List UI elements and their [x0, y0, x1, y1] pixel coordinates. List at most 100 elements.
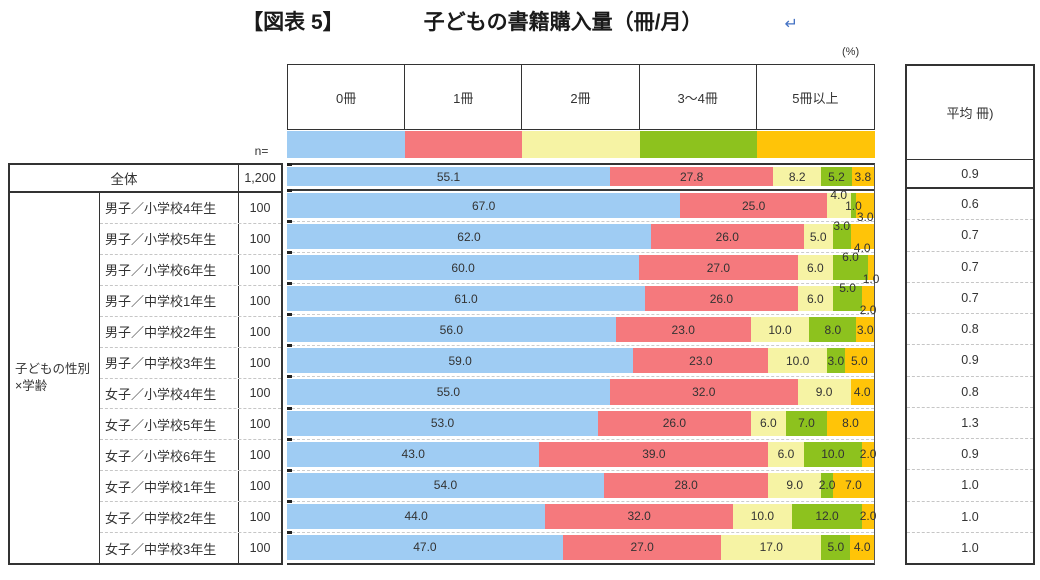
bar-value-label: 8.2 [788, 169, 806, 184]
average-value-row: 0.6 [907, 189, 1033, 221]
category-row: 女子／小学校6年生 100 [100, 440, 281, 472]
bar-segment-0冊: 43.0 [287, 441, 540, 467]
bar-segment-5冊以上: 3.8 [851, 167, 874, 186]
category-row-label: 女子／小学校4年生 [105, 386, 217, 402]
bar-value-label: 55.1 [436, 169, 461, 184]
bar-segment-0冊: 44.0 [287, 503, 546, 529]
bar-segment-0冊: 55.0 [287, 379, 610, 405]
bar-value-label: 2.0 [818, 478, 836, 493]
bar-segment-1冊: 23.0 [615, 317, 751, 343]
bar-segment-1冊: 27.8 [610, 167, 774, 186]
bar-segment-5冊以上: 2.0 [860, 286, 876, 317]
category-row-label: 男子／小学校5年生 [105, 232, 217, 248]
bar-segment-1冊: 23.0 [633, 348, 769, 374]
overall-row: 全体 1,200 [10, 165, 281, 193]
bar-row: 56.0 23.0 10.0 8.0 3.0 [287, 313, 874, 347]
bar-value-label: 10.0 [750, 509, 775, 524]
bar-segment-0冊: 55.1 [287, 167, 611, 186]
bar-value-label: 28.0 [674, 478, 698, 493]
bar-segment-3～4冊: 7.0 [785, 410, 828, 436]
bar-segment-2冊: 8.2 [773, 167, 822, 186]
category-row: 女子／中学校1年生 100 [100, 471, 281, 503]
category-row: 男子／小学校6年生 100 [100, 254, 281, 286]
category-row-n: 100 [238, 193, 281, 223]
bar-segment-5冊以上: 7.0 [832, 472, 874, 498]
bar-segment-2冊: 10.0 [750, 317, 810, 343]
bar-value-label: 23.0 [671, 322, 695, 337]
legend-swatch-2 [522, 131, 640, 158]
bar-value-label: 6.0 [806, 291, 824, 306]
bar-segment-3～4冊: 3.0 [832, 219, 851, 250]
category-row-n: 100 [238, 502, 281, 533]
average-value-row: 0.9 [907, 345, 1033, 377]
bar-segment-3～4冊: 5.2 [821, 167, 852, 186]
bar-segment-2冊: 6.0 [797, 286, 833, 312]
bar-value-label: 27.0 [630, 540, 654, 555]
bar-value-label: 8.0 [842, 416, 859, 431]
bar-value-label: 6.0 [777, 447, 795, 462]
bar-value-label: 26.0 [709, 291, 734, 306]
bar-value-label: 47.0 [413, 540, 437, 555]
category-row: 男子／小学校4年生 100 [100, 193, 281, 224]
bar-value-label: 3.8 [854, 169, 872, 184]
average-value-row: 1.0 [907, 502, 1033, 533]
bar-segment-1冊: 39.0 [539, 441, 769, 467]
legend-label-0: 0冊 [288, 65, 406, 129]
bar-segment-1冊: 26.0 [598, 410, 751, 436]
average-value-row: 1.0 [961, 540, 979, 555]
bar-value-label: 10.0 [785, 353, 810, 368]
average-value-row: 0.7 [907, 220, 1033, 252]
bar-row: 54.0 28.0 9.0 2.0 7.0 [287, 468, 874, 502]
stacked-bar: 56.0 23.0 10.0 8.0 3.0 [287, 317, 874, 343]
bar-row: 55.0 32.0 9.0 4.0 [287, 375, 874, 409]
bar-value-label: 5.2 [828, 169, 845, 184]
stacked-bar: 54.0 28.0 9.0 2.0 7.0 [287, 472, 874, 498]
bar-segment-2冊: 5.0 [803, 224, 833, 250]
bar-segment-2冊: 6.0 [750, 410, 786, 436]
bar-value-label: 10.0 [821, 447, 845, 462]
bar-segment-1冊: 27.0 [639, 255, 798, 281]
bar-value-label: 5.0 [839, 280, 856, 295]
bar-segment-0冊: 59.0 [287, 348, 634, 374]
bar-value-label: 43.0 [401, 447, 425, 462]
bar-segment-3～4冊: 3.0 [827, 348, 845, 374]
bar-segment-5冊以上: 3.0 [856, 317, 874, 343]
group-label-line1: 子どもの性別 [15, 362, 91, 376]
average-value-row: 0.9 [907, 439, 1033, 471]
stacked-bar: 55.0 32.0 9.0 4.0 [287, 379, 874, 405]
legend-label-2: 2冊 [522, 65, 640, 129]
average-rows: 0.9 0.6 0.7 0.7 0.7 0.8 0.9 0.8 1.3 0.9 1.0 1.0 1.0 [907, 160, 1033, 563]
overall-n-value: 1,200 [238, 165, 281, 191]
bar-value-label: 26.0 [715, 229, 739, 244]
bar-value-label: 1.0 [862, 271, 880, 286]
legend-swatch-0 [287, 131, 405, 158]
bar-segment-2冊: 6.0 [768, 441, 804, 467]
bar-value-label: 59.0 [448, 353, 472, 368]
bar-segment-0冊: 67.0 [287, 193, 681, 219]
bar-value-label: 3.0 [827, 353, 845, 368]
legend-swatch-3 [639, 131, 758, 158]
bar-value-label: 7.0 [845, 478, 862, 493]
legend-color-band [287, 131, 875, 158]
average-value-row: 0.9 [907, 160, 1033, 189]
group-block: 子どもの性別 ×学齢 男子／小学校4年生 100 男子／小学校5年生 100 男子／小学… [10, 193, 281, 564]
category-row-n: 100 [238, 254, 281, 285]
category-row-label: 女子／小学校5年生 [105, 417, 217, 433]
stacked-bar: 59.0 23.0 10.0 3.0 5.0 [287, 348, 874, 374]
bar-segment-5冊以上: 8.0 [827, 410, 874, 436]
bar-row: 59.0 23.0 10.0 3.0 5.0 [287, 344, 874, 378]
category-row: 女子／中学校3年生 100 [100, 533, 281, 564]
stacked-bar: 61.0 26.0 6.0 5.0 2.0 [287, 281, 876, 317]
average-value-row: 0.7 [907, 252, 1033, 283]
bar-value-label: 60.0 [451, 260, 475, 275]
stacked-bar-chart-area: 55.1 27.8 8.2 5.2 3.8 67.0 25.0 4.0 1.0 3.0 62.0 26… [287, 163, 879, 565]
average-value-row: 1.0 [907, 470, 1033, 502]
bar-row: 62.0 26.0 5.0 3.0 4.0 [287, 219, 874, 255]
bar-value-label: 7.0 [798, 416, 815, 431]
bar-row: 67.0 25.0 4.0 1.0 3.0 [287, 188, 874, 224]
category-row-label: 男子／小学校4年生 [105, 201, 217, 217]
bar-segment-1冊: 25.0 [680, 193, 828, 219]
category-row: 男子／中学校2年生 100 [100, 316, 281, 348]
legend-swatch-1 [404, 131, 523, 158]
